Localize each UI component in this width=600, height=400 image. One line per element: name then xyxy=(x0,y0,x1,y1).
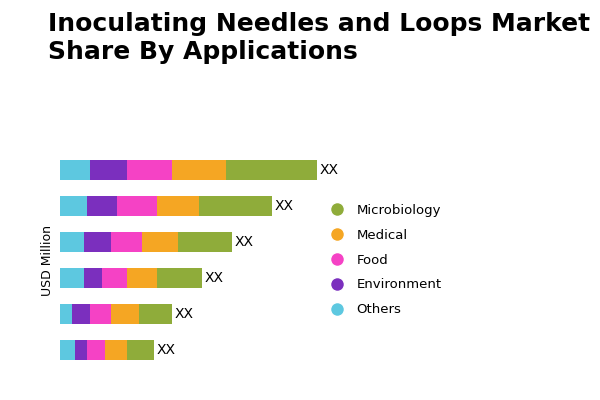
Bar xyxy=(103,268,127,288)
Bar xyxy=(112,304,139,324)
Text: XX: XX xyxy=(205,271,224,285)
Legend: Microbiology, Medical, Food, Environment, Others: Microbiology, Medical, Food, Environment… xyxy=(317,197,448,323)
Bar xyxy=(87,340,106,360)
Bar xyxy=(127,160,172,180)
Bar xyxy=(106,340,127,360)
Bar xyxy=(84,232,112,252)
Bar xyxy=(157,268,202,288)
Text: XX: XX xyxy=(156,343,175,357)
Bar xyxy=(127,340,154,360)
Bar xyxy=(72,304,90,324)
Text: XX: XX xyxy=(274,199,293,213)
Bar xyxy=(84,268,103,288)
Text: XX: XX xyxy=(320,163,338,177)
Bar xyxy=(199,196,272,216)
Bar xyxy=(226,160,317,180)
Bar xyxy=(157,196,199,216)
Bar xyxy=(90,304,112,324)
Bar xyxy=(60,268,84,288)
Text: XX: XX xyxy=(175,307,193,321)
Bar xyxy=(172,160,226,180)
Bar xyxy=(60,340,75,360)
Bar xyxy=(60,160,90,180)
Bar xyxy=(178,232,232,252)
Y-axis label: USD Million: USD Million xyxy=(41,224,55,296)
Bar xyxy=(60,196,87,216)
Bar xyxy=(127,268,157,288)
Bar xyxy=(139,304,172,324)
Bar xyxy=(60,232,84,252)
Bar xyxy=(112,232,142,252)
Text: Inoculating Needles and Loops Market
Share By Applications: Inoculating Needles and Loops Market Sha… xyxy=(48,12,590,64)
Bar xyxy=(90,160,127,180)
Bar xyxy=(118,196,157,216)
Bar xyxy=(87,196,118,216)
Bar xyxy=(75,340,87,360)
Text: XX: XX xyxy=(235,235,254,249)
Bar xyxy=(60,304,72,324)
Bar xyxy=(142,232,178,252)
